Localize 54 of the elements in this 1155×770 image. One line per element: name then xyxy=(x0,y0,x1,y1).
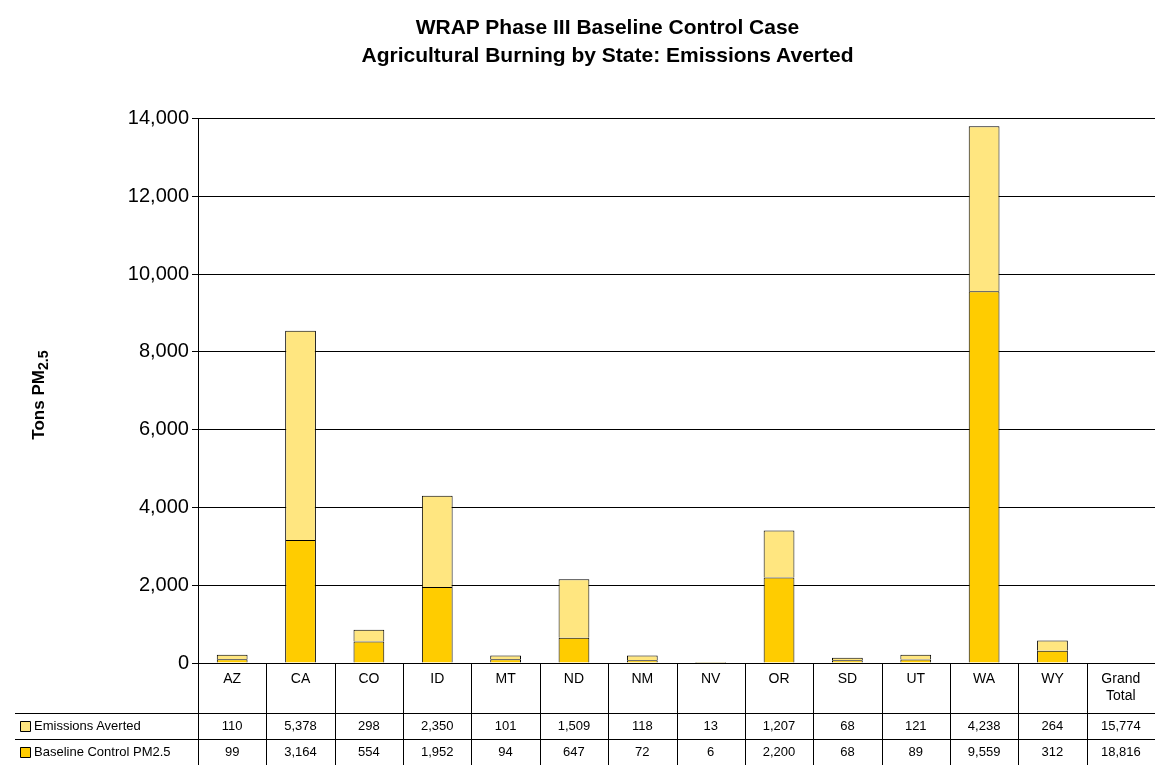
x-tick-label: WA xyxy=(973,670,996,687)
data-label: 2,200 xyxy=(762,743,796,759)
x-tick-label: CA xyxy=(290,670,311,687)
data-label: 554 xyxy=(358,743,380,759)
x-tick-label: NM xyxy=(631,670,654,687)
x-tick-label: MT xyxy=(495,670,517,687)
data-label: 94 xyxy=(498,743,513,759)
y-tick-label: 14,000 xyxy=(127,105,189,128)
text: 15,774 xyxy=(1100,717,1141,733)
data-label: 9,559 xyxy=(967,743,1001,759)
y-tick-label: 10,000 xyxy=(127,261,189,284)
data-label: 1,207 xyxy=(762,717,796,733)
x-tick-label: OR xyxy=(768,670,790,687)
data-label: 6 xyxy=(707,743,715,759)
y-tick-label: 0 xyxy=(177,650,189,673)
data-label: 3,164 xyxy=(284,743,317,759)
x-tick-label: SD xyxy=(837,670,858,687)
data-label: 647 xyxy=(563,743,585,759)
data-label: 5,378 xyxy=(284,717,317,733)
data-label: 312 xyxy=(1041,743,1064,759)
x-tick-label: ID xyxy=(430,670,445,687)
x-tick-label: Grand Total xyxy=(1101,670,1141,704)
data-label: 298 xyxy=(358,717,380,733)
x-tick-label: WY xyxy=(1041,670,1065,687)
x-tick-label: UT xyxy=(906,670,926,687)
x-tick-label: NV xyxy=(700,670,722,687)
y-tick-label: 6,000 xyxy=(138,417,189,440)
data-label: 99 xyxy=(224,743,240,759)
data-label: 4,238 xyxy=(967,717,1001,733)
data-label: 89 xyxy=(908,743,923,759)
data-label: 101 xyxy=(494,717,517,733)
legend-label: Emissions Averted xyxy=(34,717,141,733)
legend-label: Baseline Control PM2.5 xyxy=(34,743,171,759)
data-label: 68 xyxy=(840,743,855,759)
data-label: 121 xyxy=(904,717,927,733)
data-label: 68 xyxy=(840,717,855,733)
chart-subtitle: Agricultural Burning by State: Emissions Averted xyxy=(361,42,854,66)
x-tick-label: AZ xyxy=(223,670,242,687)
y-tick-label: 4,000 xyxy=(138,494,189,517)
x-tick-label: ND xyxy=(563,670,585,687)
text: 18,816 xyxy=(1100,743,1141,759)
data-label: 1,952 xyxy=(420,743,454,759)
data-label: 1,509 xyxy=(557,717,591,733)
data-label: 264 xyxy=(1041,717,1064,733)
data-label: 72 xyxy=(635,743,650,759)
data-label: 110 xyxy=(221,717,243,733)
x-tick-label: CO xyxy=(358,670,380,687)
y-tick-label: 12,000 xyxy=(127,183,189,206)
chart-title: WRAP Phase III Baseline Control Case xyxy=(415,15,800,39)
data-label: 118 xyxy=(631,717,653,733)
y-tick-label: 8,000 xyxy=(138,339,189,362)
y-tick-label: 2,000 xyxy=(138,572,189,595)
data-label: 13 xyxy=(703,717,718,733)
data-label: 2,350 xyxy=(420,717,454,733)
